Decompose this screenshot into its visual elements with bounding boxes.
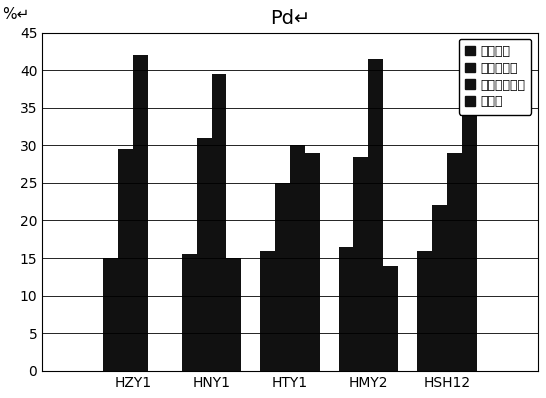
- Bar: [369, 59, 383, 371]
- Bar: [260, 250, 275, 371]
- Bar: [211, 74, 227, 371]
- Bar: [290, 145, 305, 371]
- Bar: [383, 265, 398, 371]
- Bar: [417, 250, 432, 371]
- Bar: [432, 205, 447, 371]
- Bar: [275, 183, 290, 371]
- Bar: [353, 156, 369, 371]
- Bar: [339, 247, 353, 371]
- Text: %↵: %↵: [3, 8, 30, 22]
- Bar: [461, 115, 477, 371]
- Bar: [118, 149, 133, 371]
- Bar: [447, 153, 461, 371]
- Bar: [305, 153, 320, 371]
- Bar: [103, 258, 118, 371]
- Legend: 可交换相, 有机结合相, 硫化物结合相, 残渣相: 可交换相, 有机结合相, 硫化物结合相, 残渣相: [459, 39, 531, 115]
- Bar: [133, 55, 148, 371]
- Bar: [182, 254, 197, 371]
- Bar: [197, 138, 211, 371]
- Bar: [227, 258, 241, 371]
- Title: Pd↵: Pd↵: [270, 9, 310, 28]
